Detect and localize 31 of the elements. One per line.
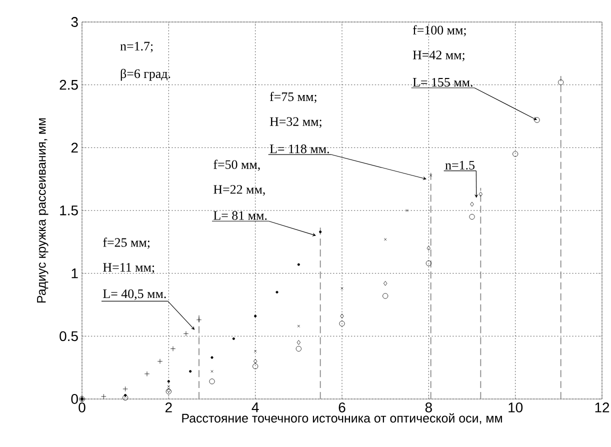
x-axis-title: Расстояние точечного источника от оптической оси, мм: [182, 413, 502, 424]
annotation: f=100 мм;: [412, 25, 466, 36]
annotation: L= 155 мм.: [412, 78, 472, 87]
annotation: H=32 мм;: [270, 117, 322, 128]
y-tick-label: 3: [71, 17, 78, 27]
y-tick-label: 2.5: [60, 80, 78, 90]
annotation: H=11 мм;: [103, 263, 154, 274]
annotation: L= 40,5 мм.: [103, 289, 166, 300]
y-axis-title: Радиус кружка рассеивания, мм: [37, 118, 48, 303]
y-tick-label: 1.5: [60, 206, 78, 216]
x-tick-label: 0: [78, 402, 86, 412]
x-tick-label: 10: [508, 402, 523, 412]
y-tick-label: 0: [71, 394, 78, 404]
annotation: n=1.5: [445, 160, 474, 170]
annotation: f=75 мм;: [270, 92, 316, 103]
annotation: H=42 мм;: [412, 50, 464, 62]
annotation: n=1.7;: [120, 42, 153, 52]
annotation: f=25 мм;: [103, 238, 150, 249]
y-tick-label: 2: [71, 142, 78, 153]
x-tick-label: 6: [338, 402, 346, 412]
annotation: L= 81 мм.: [214, 211, 267, 220]
y-tick-label: 1: [72, 268, 78, 278]
x-tick-label: 4: [252, 402, 259, 412]
x-tick-label: 12: [595, 402, 610, 412]
annotation: H=22 мм,: [214, 185, 265, 196]
x-tick-label: 8: [425, 402, 432, 412]
annotation: L= 118 мм.: [270, 144, 329, 154]
x-tick-label: 2: [165, 402, 172, 412]
y-tick-label: 0.5: [60, 331, 78, 342]
annotation: β=6 град.: [120, 68, 170, 81]
annotation: f=50 мм,: [214, 160, 260, 171]
